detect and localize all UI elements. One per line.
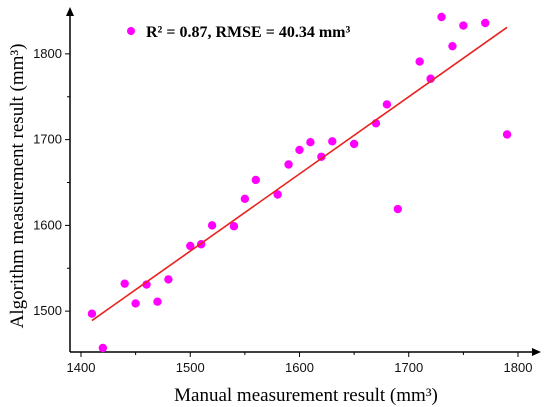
legend-text: R² = 0.87, RMSE = 40.34 mm³ <box>146 24 350 41</box>
fit-line-group <box>91 26 508 322</box>
ticks: 1400 1500 1600 1700 1800 1500 1600 1700 1800 <box>33 46 532 375</box>
y-tick-label: 1700 <box>33 132 62 147</box>
data-point <box>415 57 424 66</box>
data-point <box>317 152 326 161</box>
data-point <box>120 279 129 288</box>
data-point <box>87 309 97 318</box>
x-tick-label: 1500 <box>176 360 205 375</box>
y-axis-arrow <box>66 7 74 16</box>
data-point <box>240 194 250 203</box>
x-tick-label: 1700 <box>394 360 423 375</box>
data-point <box>459 21 468 30</box>
x-axis-arrow <box>532 348 541 356</box>
data-point <box>426 74 435 83</box>
data-point <box>207 221 217 230</box>
data-point <box>251 175 260 185</box>
data-point <box>295 145 304 155</box>
data-point <box>164 275 173 284</box>
x-tick-label: 1800 <box>504 360 533 375</box>
y-tick-label: 1800 <box>33 46 62 61</box>
data-point <box>153 297 162 306</box>
data-point <box>306 137 315 147</box>
y-axis-title: Algorithm measurement result (mm³) <box>7 44 28 329</box>
data-point <box>448 41 457 51</box>
data-point <box>284 160 293 169</box>
data-point <box>273 190 282 199</box>
data-point <box>229 222 239 231</box>
y-tick-label: 1600 <box>33 217 62 232</box>
x-tick-label: 1400 <box>67 360 96 375</box>
data-point <box>481 18 490 28</box>
data-point <box>98 343 108 353</box>
data-point <box>186 241 195 251</box>
x-axis-title: Manual measurement result (mm³) <box>174 385 438 406</box>
data-point <box>328 137 337 146</box>
fit-line <box>91 26 508 322</box>
legend: R² = 0.87, RMSE = 40.34 mm³ <box>127 24 350 41</box>
legend-marker <box>127 27 135 35</box>
data-point <box>349 139 359 149</box>
data-point <box>502 130 512 139</box>
x-tick-label: 1600 <box>285 360 314 375</box>
y-tick-label: 1500 <box>33 303 62 318</box>
data-point <box>437 12 446 22</box>
data-point <box>382 100 392 109</box>
data-point <box>393 204 403 214</box>
data-point <box>131 299 140 308</box>
data-point <box>142 280 151 289</box>
data-points <box>87 12 512 353</box>
